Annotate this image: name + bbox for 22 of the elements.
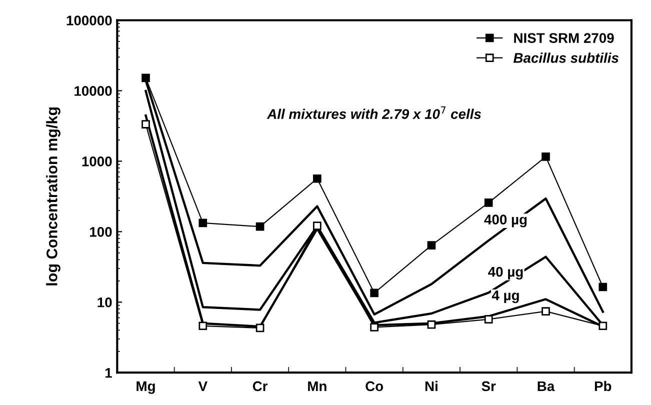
annotation: All mixtures with 2.79 x 10$^{7}$ cells xyxy=(266,106,481,119)
x-tick-label: Ni xyxy=(425,380,438,391)
y-tick-label: 1000 xyxy=(82,156,112,166)
y-axis-title: log Concentration mg/kg xyxy=(46,107,60,286)
x-tick-label: Mn xyxy=(308,381,326,391)
x-tick-label: Sr xyxy=(482,381,496,392)
x-tick-label: Ba xyxy=(538,381,555,392)
series-label: 40 µg xyxy=(488,266,523,280)
x-tick-label: V xyxy=(198,381,208,391)
y-tick-label: 10 xyxy=(98,297,112,308)
y-tick-label: 100000 xyxy=(66,16,112,26)
legend-label: NIST SRM 2709 xyxy=(514,33,614,43)
y-tick-label: 100 xyxy=(90,226,112,237)
x-tick-label: Cr xyxy=(252,381,268,392)
x-tick-label: Pb xyxy=(594,380,612,392)
y-tick-label: 10000 xyxy=(74,86,112,96)
x-tick-label: Mg xyxy=(136,381,155,394)
legend-label: Bacillus subtilis xyxy=(513,52,619,63)
y-tick-label: 1 xyxy=(105,368,112,378)
series-label: 4 µg xyxy=(492,290,519,304)
x-tick-label: Co xyxy=(366,381,384,392)
series-label: 400 µg xyxy=(484,214,527,228)
